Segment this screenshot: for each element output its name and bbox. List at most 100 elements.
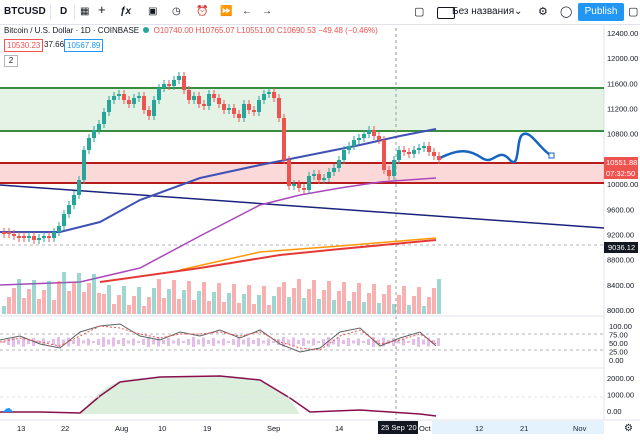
volume-bar	[387, 285, 391, 314]
osc1-hist-bar	[137, 341, 140, 343]
volume-bar	[252, 304, 256, 314]
osc1-hist-bar	[362, 341, 365, 343]
osc1-hist-bar	[402, 338, 405, 346]
osc1-hist-bar	[222, 338, 225, 346]
candle-body	[177, 76, 181, 80]
osc1-hist-bar	[192, 337, 195, 347]
publish-button[interactable]: Publish	[578, 3, 624, 21]
time-tick-label: Aug	[115, 424, 128, 433]
candle-body	[82, 150, 86, 180]
osc1-hist-bar	[77, 338, 80, 346]
candle-body	[52, 232, 56, 238]
candle-body	[102, 112, 106, 124]
price-candles	[2, 72, 441, 244]
volume-bar	[412, 296, 416, 314]
volume-bars	[2, 272, 441, 314]
osc1-tick-label: 100.00	[609, 322, 632, 331]
volume-bar	[322, 290, 326, 314]
volume-bar	[42, 290, 46, 314]
axis-settings-icon[interactable]: ⚙	[624, 423, 633, 434]
candle-body	[227, 108, 231, 110]
volume-bar	[247, 285, 251, 314]
osc1-hist-bar	[37, 340, 40, 344]
osc1-hist-bar	[12, 337, 15, 347]
time-tick-label: 19	[203, 424, 211, 433]
layout-grid-icon[interactable]: ▢	[414, 6, 425, 18]
ask-price[interactable]: 10567.89	[64, 39, 104, 52]
volume-bar	[202, 282, 206, 314]
templates-icon[interactable]: ▣	[148, 6, 158, 17]
cloud-icon[interactable]: ☁	[2, 403, 13, 415]
osc2-tick-label: 2000.00	[607, 374, 634, 383]
price-tick-label: 10800.00	[607, 130, 638, 139]
candle-body	[382, 140, 386, 170]
candle-body	[22, 236, 26, 238]
candle-body	[267, 92, 271, 94]
candle-body	[282, 118, 286, 160]
candle-body	[32, 236, 36, 240]
alert-icon[interactable]: ◷	[172, 6, 181, 17]
osc1-hist-bar	[337, 337, 340, 347]
candle-body	[367, 130, 371, 134]
osc1-hist-bar	[297, 340, 300, 344]
compare-add-button[interactable]: +	[98, 2, 106, 17]
candle-body	[347, 146, 351, 150]
candle-body	[2, 232, 6, 234]
candle-body	[127, 100, 131, 104]
chevron-down-icon[interactable]: ⌄	[514, 6, 523, 17]
snapshot-camera-icon[interactable]: ◯	[560, 6, 573, 18]
osc1-hist-bar	[172, 340, 175, 344]
volume-bar	[62, 272, 66, 314]
settings-icon[interactable]: ⚙	[538, 6, 548, 18]
osc1-hist-bar	[407, 341, 410, 343]
candle-body	[62, 214, 66, 226]
candle-body	[287, 160, 291, 186]
osc1-hist-bar	[82, 340, 85, 344]
alarm-clock-icon[interactable]: ⏰	[196, 6, 209, 17]
volume-bar	[227, 293, 231, 314]
candle-body	[77, 180, 81, 195]
price-tick-label: 12000.00	[607, 54, 638, 63]
candle-body	[97, 124, 101, 130]
volume-bar	[102, 294, 106, 314]
price-tick-label: 12400.00	[607, 29, 638, 38]
candle-body	[42, 236, 46, 238]
volume-bar	[167, 289, 171, 314]
candle-body	[87, 138, 91, 150]
volume-bar	[267, 305, 271, 314]
candle-body	[47, 236, 51, 238]
layout-icon[interactable]	[437, 7, 455, 19]
candle-body	[247, 104, 251, 110]
bid-price[interactable]: 10530.23	[4, 39, 44, 52]
osc2-area	[80, 376, 300, 414]
volume-bar	[177, 299, 181, 314]
osc1-hist-bar	[377, 339, 380, 345]
osc1-hist-bar	[332, 339, 335, 345]
fullscreen-icon[interactable]: ▢	[628, 6, 639, 18]
time-tick-label: 12	[475, 424, 483, 433]
osc1-hist-bar	[147, 337, 150, 347]
volume-bar	[137, 287, 141, 314]
osc1-hist-bar	[112, 337, 115, 347]
projection-handle	[548, 152, 555, 159]
layout-name[interactable]: Без названия	[452, 6, 515, 17]
osc1-hist-bar	[382, 337, 385, 347]
undo-icon[interactable]: ←	[242, 6, 252, 17]
replay-icon[interactable]: ⏩	[220, 6, 233, 17]
symbol-search[interactable]: BTCUSD	[4, 6, 46, 17]
interval-button[interactable]: D	[60, 6, 68, 17]
volume-bar	[237, 303, 241, 314]
osc1-hist-bar	[412, 339, 415, 345]
time-tick-label: Sep	[267, 424, 280, 433]
volume-bar	[37, 299, 41, 314]
redo-icon[interactable]: →	[262, 6, 272, 17]
indicators-icon[interactable]: ƒx	[120, 6, 132, 17]
candle-style-icon[interactable]: ▦	[80, 6, 90, 17]
volume-bar	[367, 293, 371, 314]
collapse-legend-button[interactable]: 2	[4, 55, 18, 67]
candle-body	[202, 104, 206, 106]
candle-body	[242, 104, 246, 118]
candle-body	[232, 108, 236, 114]
candle-body	[147, 110, 151, 116]
